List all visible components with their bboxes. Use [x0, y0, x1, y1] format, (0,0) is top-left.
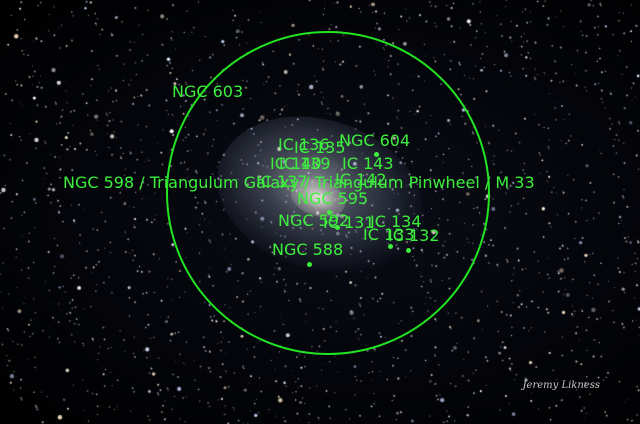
- label-ngc-595: NGC 595: [297, 189, 369, 208]
- label-ngc-592: NGC 592: [278, 211, 350, 230]
- marker-ngc-592: [335, 225, 340, 230]
- label-ic-135: IC 135: [294, 138, 346, 157]
- marker-ngc-604: [374, 152, 379, 157]
- label-m-33: NGC 598 / Triangulum Galaxy / Triangulum…: [63, 173, 535, 192]
- label-ic-143: IC 143: [342, 154, 394, 173]
- marker-ic-132: [406, 248, 411, 253]
- label-ic-132: IC 132: [388, 226, 440, 245]
- field-of-view-ring: [166, 31, 490, 355]
- label-ic-136: IC 136: [278, 135, 330, 154]
- label-ic-134: IC 134: [370, 212, 422, 231]
- label-ic-137: IC 137: [256, 172, 308, 191]
- label-ngc-603: NGC 603: [172, 82, 244, 101]
- photographer-credit: Jeremy Likness: [522, 380, 600, 391]
- label-ngc-588: NGC 588: [272, 240, 344, 259]
- label-ngc-604: NGC 604: [339, 131, 411, 150]
- label-ic-139: IC 139: [279, 154, 331, 173]
- label-ic-133: IC 133: [363, 225, 415, 244]
- label-ic-140: IC 140: [270, 154, 322, 173]
- marker-ngc-595: [327, 210, 332, 215]
- marker-ic-133: [388, 244, 393, 249]
- marker-ngc-588: [307, 262, 312, 267]
- label-ic-142: IC 142: [335, 170, 387, 189]
